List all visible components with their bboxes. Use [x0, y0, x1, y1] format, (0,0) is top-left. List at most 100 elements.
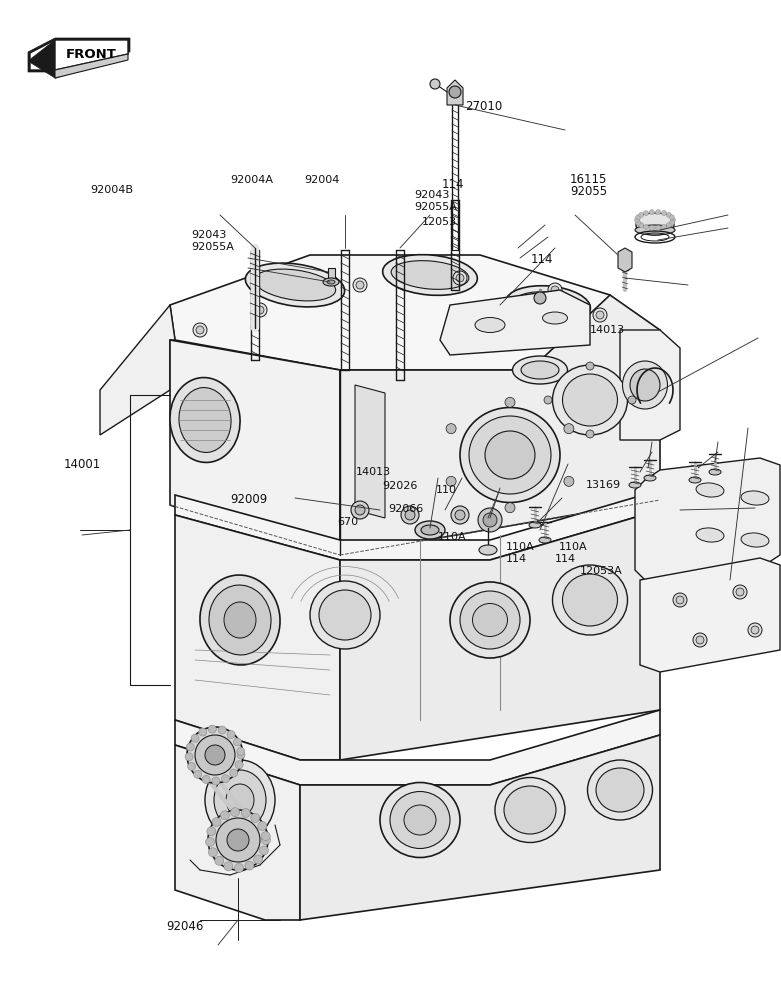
Circle shape — [733, 585, 747, 599]
Circle shape — [446, 424, 456, 434]
Polygon shape — [300, 735, 660, 920]
Circle shape — [353, 278, 367, 292]
Ellipse shape — [383, 255, 477, 296]
Circle shape — [262, 835, 270, 844]
Text: 110A: 110A — [438, 532, 467, 542]
Polygon shape — [28, 38, 130, 72]
Ellipse shape — [552, 365, 627, 435]
Circle shape — [453, 271, 467, 285]
Polygon shape — [175, 515, 340, 760]
Polygon shape — [440, 290, 590, 355]
Circle shape — [662, 225, 666, 230]
Circle shape — [596, 311, 604, 319]
Polygon shape — [355, 385, 385, 518]
Circle shape — [199, 728, 207, 736]
Circle shape — [356, 281, 364, 289]
Text: 92066: 92066 — [388, 504, 423, 514]
Circle shape — [230, 807, 240, 816]
Circle shape — [205, 837, 215, 846]
Circle shape — [237, 747, 244, 755]
Circle shape — [644, 211, 648, 216]
Ellipse shape — [630, 369, 660, 401]
Circle shape — [209, 848, 217, 857]
Circle shape — [230, 769, 237, 777]
Circle shape — [261, 831, 270, 840]
Circle shape — [669, 215, 675, 220]
Circle shape — [669, 220, 675, 225]
Ellipse shape — [512, 356, 568, 384]
Ellipse shape — [689, 477, 701, 483]
Ellipse shape — [514, 292, 582, 319]
Circle shape — [355, 505, 365, 515]
Ellipse shape — [504, 786, 556, 834]
Text: 92004B: 92004B — [90, 185, 133, 195]
Ellipse shape — [696, 527, 724, 542]
Circle shape — [218, 726, 226, 734]
Ellipse shape — [421, 525, 439, 535]
Text: 16115: 16115 — [570, 173, 608, 187]
Polygon shape — [30, 40, 128, 78]
Polygon shape — [170, 340, 340, 555]
Text: 92009: 92009 — [230, 493, 268, 506]
Polygon shape — [28, 40, 55, 78]
Circle shape — [245, 861, 254, 870]
Text: 92055A: 92055A — [414, 202, 457, 212]
Polygon shape — [640, 558, 780, 672]
Text: 110A: 110A — [558, 542, 587, 552]
Ellipse shape — [552, 565, 627, 635]
Circle shape — [205, 745, 225, 765]
Circle shape — [212, 817, 221, 826]
Ellipse shape — [380, 782, 460, 857]
Circle shape — [628, 396, 636, 404]
Circle shape — [748, 623, 762, 637]
Ellipse shape — [505, 286, 590, 325]
Ellipse shape — [495, 777, 565, 842]
Circle shape — [649, 210, 654, 215]
Ellipse shape — [741, 491, 769, 505]
Ellipse shape — [587, 760, 652, 820]
Circle shape — [636, 220, 640, 225]
Circle shape — [456, 274, 464, 282]
Text: 114: 114 — [555, 554, 576, 564]
Circle shape — [505, 502, 515, 512]
Text: 92055A: 92055A — [191, 242, 234, 252]
Polygon shape — [55, 54, 128, 78]
Text: 92026: 92026 — [383, 481, 418, 491]
Circle shape — [593, 308, 607, 322]
Circle shape — [455, 510, 465, 520]
Polygon shape — [340, 510, 660, 760]
Polygon shape — [635, 458, 780, 580]
Circle shape — [548, 283, 562, 297]
Text: 12053A: 12053A — [580, 566, 622, 576]
Circle shape — [227, 730, 235, 738]
Polygon shape — [447, 80, 463, 105]
Circle shape — [220, 811, 230, 820]
Circle shape — [446, 477, 456, 487]
Circle shape — [215, 856, 224, 865]
Circle shape — [234, 738, 241, 746]
Ellipse shape — [622, 361, 668, 409]
Circle shape — [237, 751, 245, 759]
Ellipse shape — [562, 574, 618, 626]
Text: 670: 670 — [337, 517, 358, 527]
Circle shape — [207, 827, 216, 836]
Ellipse shape — [473, 603, 508, 636]
Circle shape — [234, 863, 244, 872]
Text: 92004A: 92004A — [230, 175, 273, 185]
Ellipse shape — [214, 770, 266, 830]
Ellipse shape — [629, 482, 641, 488]
Polygon shape — [340, 295, 660, 555]
Text: 14013: 14013 — [355, 467, 390, 477]
Text: 114: 114 — [441, 178, 464, 192]
Circle shape — [736, 588, 744, 596]
Text: 92043: 92043 — [191, 230, 226, 240]
Circle shape — [662, 211, 666, 216]
Polygon shape — [170, 255, 640, 370]
Circle shape — [195, 735, 235, 775]
Circle shape — [193, 323, 207, 337]
Circle shape — [209, 725, 216, 733]
Circle shape — [671, 218, 676, 223]
Circle shape — [655, 210, 661, 215]
Circle shape — [544, 396, 552, 404]
Ellipse shape — [539, 537, 551, 543]
